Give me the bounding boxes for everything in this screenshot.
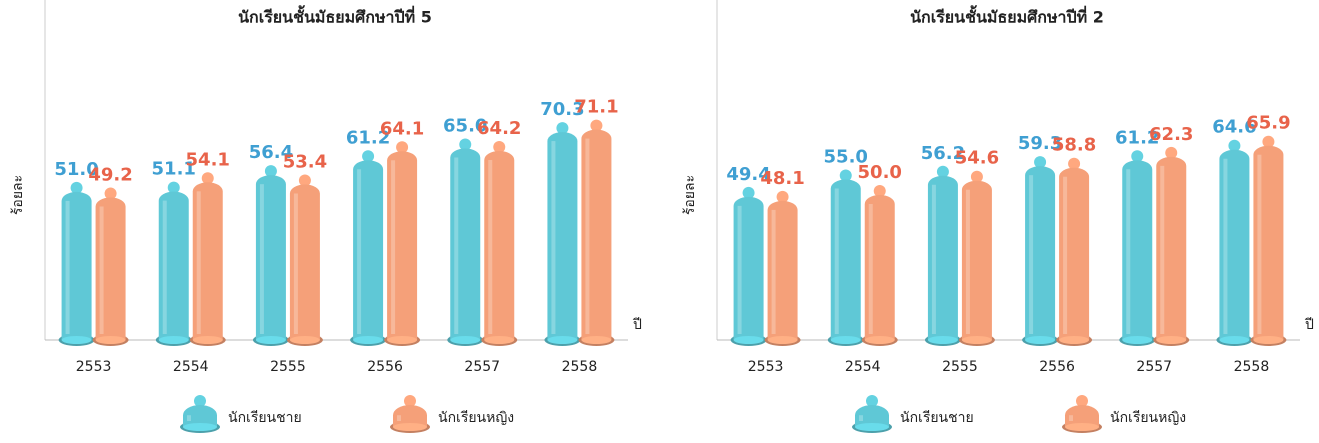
x-tick-label: 2557 bbox=[1136, 359, 1172, 375]
bar-highlight bbox=[738, 206, 742, 334]
x-tick-label: 2556 bbox=[1039, 359, 1075, 375]
x-tick-label: 2555 bbox=[270, 359, 306, 375]
bar-base-inner bbox=[1156, 336, 1186, 344]
bar-base-inner bbox=[484, 336, 514, 344]
bar-highlight bbox=[966, 190, 970, 334]
legend-label: นักเรียนชาย bbox=[228, 410, 302, 426]
x-tick-label: 2556 bbox=[367, 359, 403, 375]
bar-base-inner bbox=[734, 336, 764, 344]
value-label: 65.9 bbox=[1246, 113, 1290, 134]
x-tick-label: 2555 bbox=[942, 359, 978, 375]
bar-highlight bbox=[454, 158, 458, 335]
x-tick-label: 2557 bbox=[464, 359, 500, 375]
bar-base-inner bbox=[768, 336, 798, 344]
bar-highlight bbox=[294, 193, 298, 334]
page: นักเรียนชั้นมัธยมศึกษาปีที่ 5 ร้อยละปี 255… bbox=[0, 0, 1319, 443]
legend-label: นักเรียนหญิง bbox=[438, 410, 514, 426]
bar-base-inner bbox=[581, 336, 611, 344]
chart: นักเรียนชั้นมัธยมศึกษาปีที่ 5 ร้อยละปี 255… bbox=[0, 0, 1319, 443]
bar-highlight bbox=[1029, 175, 1033, 334]
bar-base-inner bbox=[1059, 336, 1089, 344]
bar-highlight bbox=[163, 201, 167, 334]
bar-highlight bbox=[397, 415, 401, 421]
bar-highlight bbox=[197, 191, 201, 334]
value-label: 53.4 bbox=[283, 151, 327, 172]
bar-base-inner bbox=[450, 336, 480, 344]
bar-highlight bbox=[835, 189, 839, 335]
bar-highlight bbox=[1063, 177, 1067, 334]
bar-highlight bbox=[772, 210, 776, 334]
value-label: 64.2 bbox=[477, 118, 521, 139]
x-tick-label: 2554 bbox=[173, 359, 209, 375]
x-tick-label: 2554 bbox=[845, 359, 881, 375]
chart-title: นักเรียนชั้นมัธยมศึกษาปีที่ 2 bbox=[910, 5, 1104, 27]
bar-base-inner bbox=[96, 336, 126, 344]
value-label: 54.1 bbox=[186, 149, 230, 170]
bar-highlight bbox=[187, 415, 191, 421]
bar-base-inner bbox=[387, 336, 417, 344]
bar-base-inner bbox=[1122, 336, 1152, 344]
bar-highlight bbox=[260, 184, 264, 334]
bar-base-inner bbox=[1253, 336, 1283, 344]
bar-highlight bbox=[66, 201, 70, 334]
bar-base-inner bbox=[353, 336, 383, 344]
x-tick-label: 2553 bbox=[748, 359, 784, 375]
bar-base-inner bbox=[1065, 423, 1099, 431]
legend-label: นักเรียนหญิง bbox=[1110, 410, 1186, 426]
bar-base-inner bbox=[290, 336, 320, 344]
value-label: 62.3 bbox=[1149, 124, 1193, 145]
bar-highlight bbox=[488, 160, 492, 334]
bar-highlight bbox=[932, 185, 936, 334]
bar-base-inner bbox=[831, 336, 861, 344]
bar-highlight bbox=[869, 204, 873, 334]
bar-base-inner bbox=[962, 336, 992, 344]
y-axis-label: ร้อยละ bbox=[10, 175, 26, 215]
bar-highlight bbox=[1160, 166, 1164, 334]
value-label: 48.1 bbox=[760, 168, 804, 189]
bar-base-inner bbox=[393, 423, 427, 431]
bar-highlight bbox=[357, 169, 361, 334]
bar-highlight bbox=[1069, 415, 1073, 421]
x-axis-label: ปี bbox=[633, 317, 642, 333]
bar-base-inner bbox=[1219, 336, 1249, 344]
y-axis-label: ร้อยละ bbox=[682, 175, 698, 215]
bar-highlight bbox=[100, 206, 104, 334]
bar-highlight bbox=[1126, 169, 1130, 334]
value-label: 54.6 bbox=[955, 148, 999, 169]
x-tick-label: 2558 bbox=[562, 359, 598, 375]
bar-highlight bbox=[1257, 155, 1261, 334]
bar-base-inner bbox=[183, 423, 217, 431]
value-label: 50.0 bbox=[858, 162, 902, 183]
bar-base-inner bbox=[256, 336, 286, 344]
bar-base-inner bbox=[547, 336, 577, 344]
value-label: 71.1 bbox=[574, 97, 618, 118]
bar-highlight bbox=[859, 415, 863, 421]
value-label: 64.1 bbox=[380, 118, 424, 139]
bar-base-inner bbox=[193, 336, 223, 344]
x-tick-label: 2553 bbox=[76, 359, 112, 375]
chart-title: นักเรียนชั้นมัธยมศึกษาปีที่ 5 bbox=[238, 5, 432, 27]
bar-base-inner bbox=[865, 336, 895, 344]
x-axis-label: ปี bbox=[1305, 317, 1314, 333]
value-label: 49.2 bbox=[88, 164, 132, 185]
x-tick-label: 2558 bbox=[1234, 359, 1270, 375]
bar-highlight bbox=[585, 139, 589, 334]
bar-highlight bbox=[391, 160, 395, 334]
bar-base-inner bbox=[1025, 336, 1055, 344]
bar-base-inner bbox=[928, 336, 958, 344]
bar-highlight bbox=[551, 141, 555, 334]
bar-highlight bbox=[1223, 159, 1227, 334]
bar-base-inner bbox=[62, 336, 92, 344]
bar-base-inner bbox=[159, 336, 189, 344]
value-label: 58.8 bbox=[1052, 135, 1096, 156]
legend-label: นักเรียนชาย bbox=[900, 410, 974, 426]
bar-base-inner bbox=[855, 423, 889, 431]
